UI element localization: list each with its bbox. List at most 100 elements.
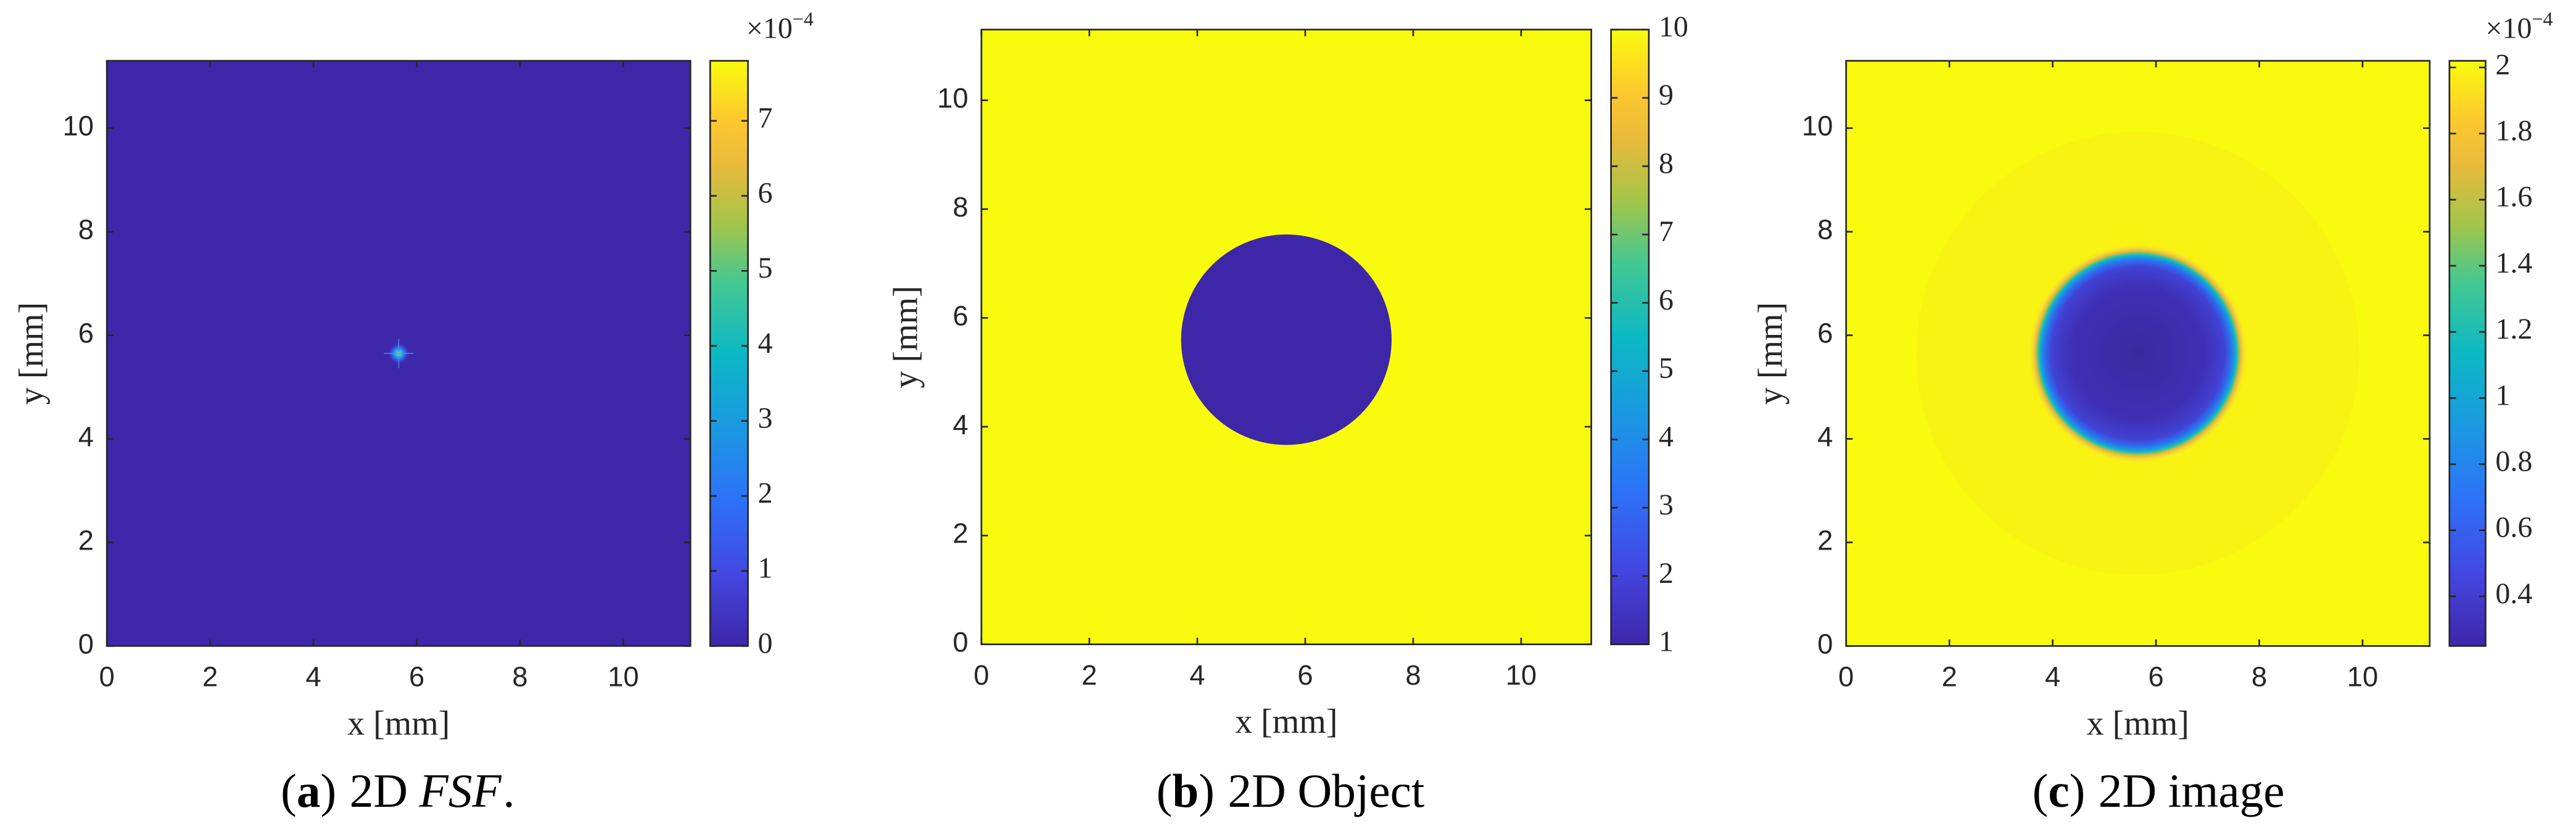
x-axis-label: x [mm] [1235, 703, 1337, 741]
y-tick-label: 0 [952, 627, 968, 658]
caption-text: Object [1297, 764, 1424, 817]
multiplier-base: ×10 [2485, 12, 2532, 45]
y-tick-label: 2 [78, 524, 94, 556]
caption-text: 2D [1228, 764, 1286, 817]
y-tick-label: 2 [952, 517, 968, 549]
x-tick-label: 8 [2252, 661, 2267, 693]
x-tick-label: 10 [2347, 661, 2378, 693]
colorbar-tick-label: 5 [1659, 352, 1674, 385]
y-tick-label: 0 [78, 628, 94, 659]
colorbar-tick-label: 5 [758, 252, 773, 284]
plot-area [981, 29, 1591, 645]
caption-text: image [2168, 764, 2285, 817]
y-tick-label: 2 [1817, 524, 1833, 556]
y-tick-label: 10 [937, 83, 968, 114]
colorbar-tick-label: 1.8 [2495, 115, 2532, 147]
x-tick-label: 10 [608, 661, 638, 693]
x-axis-label: x [mm] [347, 704, 450, 743]
x-tick-label: 2 [202, 661, 218, 693]
caption: (a) 2D FSF. [281, 764, 515, 817]
y-tick-label: 8 [78, 214, 94, 245]
y-tick-label: 6 [78, 318, 94, 349]
y-tick-label: 10 [63, 110, 94, 142]
caption-paren: ( [2033, 764, 2049, 817]
y-tick-label: 4 [952, 409, 968, 440]
colorbar [709, 60, 749, 647]
plot-frame [980, 28, 1593, 645]
y-tick-label: 10 [1802, 110, 1833, 142]
x-tick-label: 0 [99, 661, 115, 693]
colorbar-tick-label: 7 [1659, 215, 1674, 248]
colorbar-tick-label: 1 [1659, 625, 1674, 658]
plot-area [107, 60, 691, 646]
colorbar-tick-label: 6 [1659, 284, 1674, 316]
caption: (c) 2D image [2033, 764, 2285, 817]
multiplier-base: ×10 [746, 12, 793, 45]
x-tick-label: 0 [1838, 661, 1854, 693]
colorbar-tick-label: 1.4 [2495, 247, 2532, 279]
y-axis-label: y [mm] [1751, 302, 1790, 405]
y-tick-label: 8 [952, 191, 968, 223]
x-tick-label: 6 [409, 661, 424, 693]
colorbar-tick-label: 1 [758, 552, 773, 585]
y-tick-label: 4 [1817, 421, 1833, 452]
colorbar-tick-label: 10 [1659, 10, 1688, 43]
y-axis-label: y [mm] [887, 286, 925, 388]
x-tick-label: 4 [1189, 659, 1205, 691]
colorbar-tick-label: 1 [2495, 379, 2510, 411]
y-tick-label: 6 [952, 300, 968, 331]
peak-cross [384, 338, 414, 368]
caption-text: 2D [350, 764, 408, 817]
plot-frame [105, 60, 691, 647]
x-tick-label: 10 [1506, 659, 1537, 691]
plot-area [1846, 60, 2430, 646]
colorbar-tick-label: 0.6 [2495, 511, 2532, 544]
colorbar [2448, 60, 2487, 647]
colorbar-tick-label: 2 [2495, 48, 2510, 81]
colorbar-tick-label: 2 [1659, 557, 1674, 590]
plot-frame [1845, 60, 2431, 647]
x-tick-label: 8 [1405, 659, 1421, 691]
multiplier-exponent: −4 [793, 9, 814, 30]
x-axis-label: x [mm] [2087, 704, 2189, 743]
caption-tag: b [1172, 764, 1199, 817]
colorbar-tick-label: 2 [758, 477, 773, 509]
colorbar [1610, 28, 1650, 645]
x-tick-label: 0 [973, 659, 989, 691]
multiplier-exponent: −4 [2532, 9, 2553, 30]
colorbar-tick-label: 1.6 [2495, 181, 2532, 213]
caption-paren: ) [1199, 764, 1215, 817]
colorbar-tick-label: 4 [1659, 420, 1674, 453]
y-axis-label: y [mm] [12, 302, 51, 405]
caption-paren: ( [1157, 764, 1173, 817]
colorbar-tick-label: 0.8 [2495, 445, 2532, 478]
colorbar-tick-label: 0.4 [2495, 577, 2532, 610]
caption-text: . [503, 764, 514, 817]
colorbar-tick-label: 6 [758, 177, 773, 210]
colorbar-tick-label: 9 [1659, 79, 1674, 112]
x-tick-label: 6 [2148, 661, 2163, 693]
disk [2027, 242, 2249, 464]
colorbar-tick-label: 1.2 [2495, 313, 2532, 345]
x-tick-label: 8 [512, 661, 527, 693]
caption-tag: c [2048, 764, 2069, 817]
caption-text: FSF [419, 764, 502, 817]
caption-text: 2D [2099, 764, 2157, 817]
x-tick-label: 4 [2045, 661, 2060, 693]
x-tick-label: 2 [1942, 661, 1957, 693]
caption-paren: ) [321, 764, 337, 817]
colorbar-tick-label: 0 [758, 627, 773, 659]
colorbar-multiplier: ×10−4 [2485, 9, 2553, 45]
caption-paren: ) [2070, 764, 2086, 817]
colorbar-tick-label: 3 [1659, 489, 1674, 521]
colorbar-tick-label: 4 [758, 327, 773, 360]
x-tick-label: 2 [1081, 659, 1097, 691]
y-tick-label: 8 [1817, 214, 1833, 245]
colorbar-tick-label: 3 [758, 402, 773, 434]
disk [1181, 234, 1392, 445]
caption-paren: ( [281, 764, 297, 817]
y-tick-label: 0 [1817, 628, 1833, 659]
y-tick-label: 6 [1817, 318, 1833, 349]
